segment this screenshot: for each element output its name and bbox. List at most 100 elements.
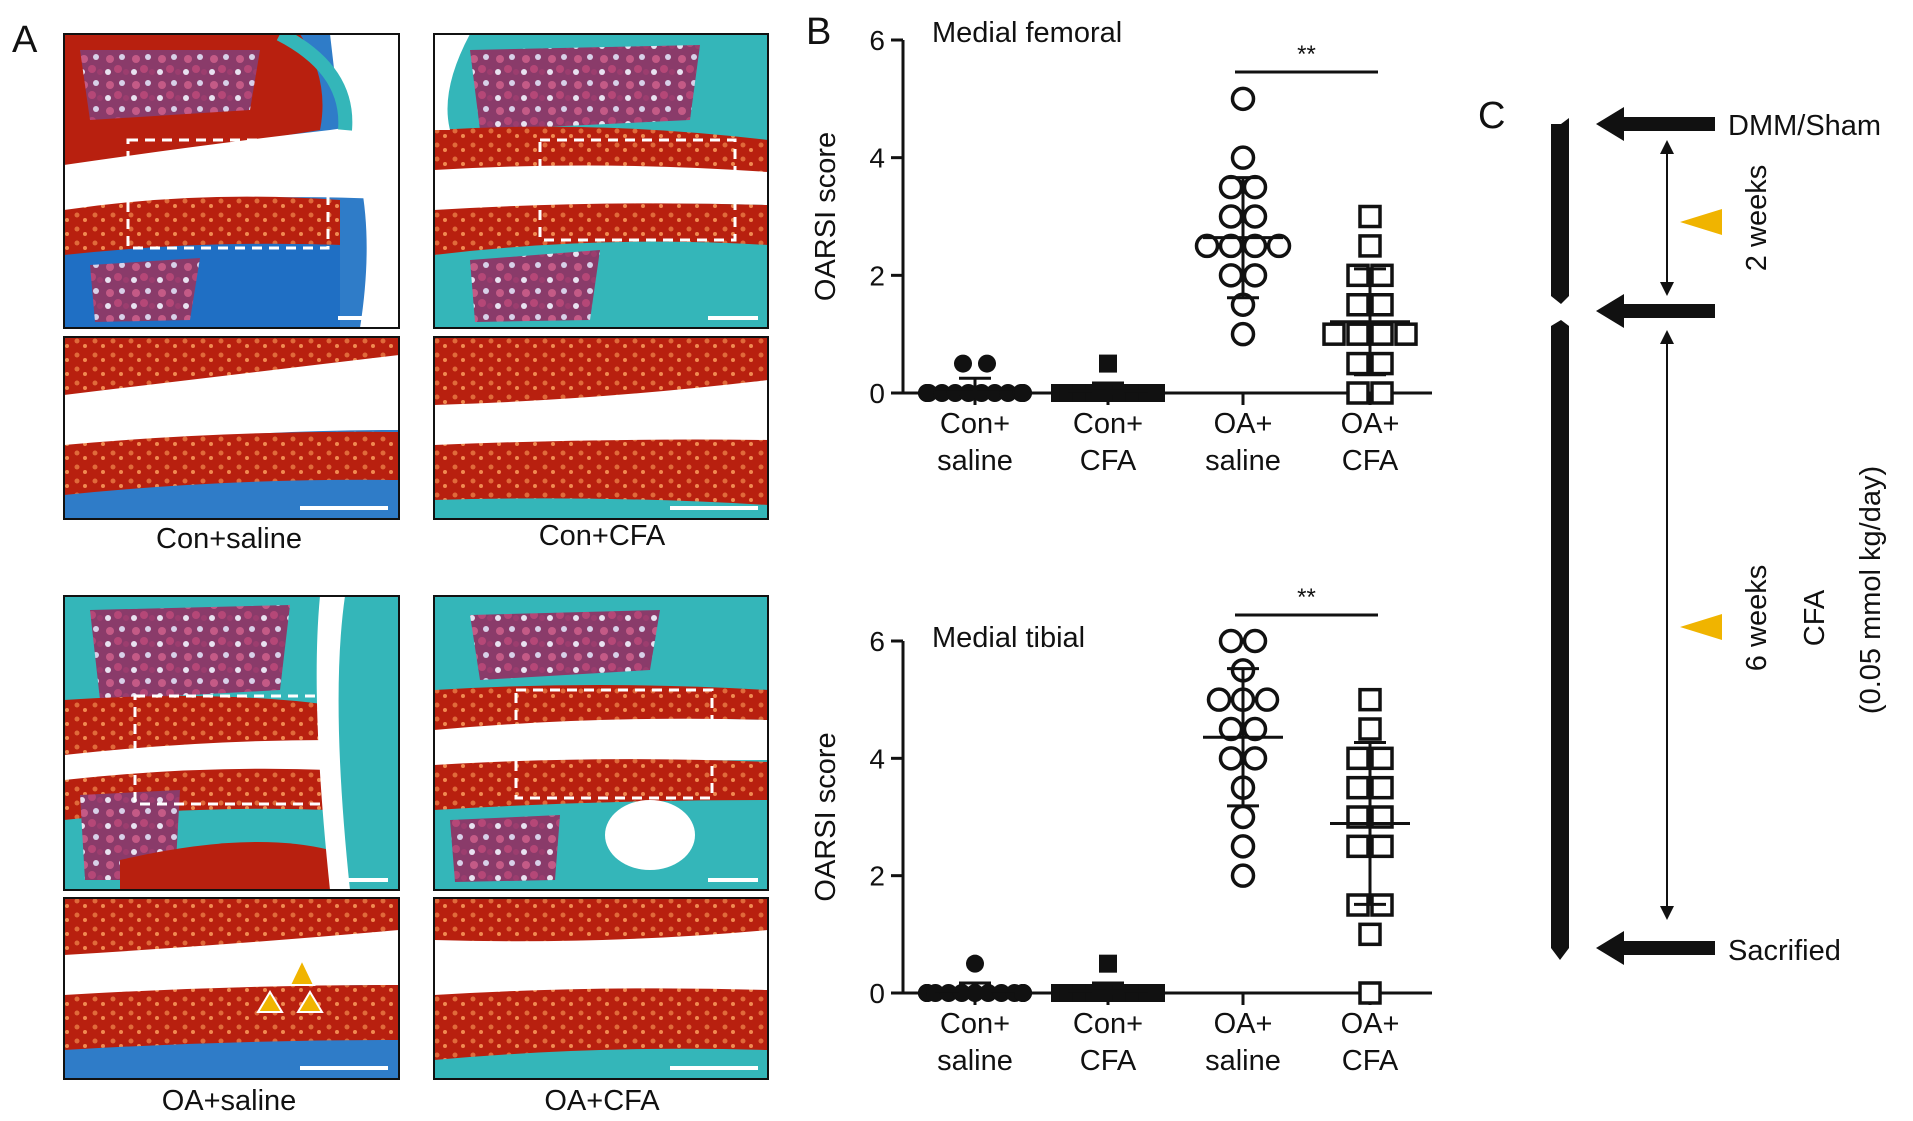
panel-letter-c: C [1478,95,1505,137]
y-tick-label: 4 [869,743,885,774]
data-point [1358,204,1382,229]
panel-letter-a: A [12,19,38,61]
data-point [1370,293,1394,317]
data-point [1346,834,1370,859]
data-point [1346,775,1370,800]
data-point [1147,984,1165,1002]
y-tick-label: 2 [869,861,885,892]
data-point [1322,322,1346,346]
y-axis-label: OARSI score [810,732,842,901]
y-axis-label: OARSI score [810,132,842,301]
data-point [1346,322,1370,346]
x-tick-label: saline [1205,445,1281,477]
histology-overview-con-cfa [434,34,768,328]
data-point [966,954,984,973]
data-point [1358,922,1382,947]
histology-label-oa-saline: OA+saline [162,1085,297,1117]
data-point [1230,804,1256,830]
data-point [1394,322,1418,346]
data-point [1370,322,1394,346]
histology-overview-oa-cfa [434,596,768,890]
treatment-arrowhead-1 [1680,209,1722,235]
data-point [1230,321,1256,347]
histology-label-con-cfa: Con+CFA [539,520,666,552]
interval-label-6-weeks: 6 weeks [1741,565,1773,671]
chart-title: Medial tibial [932,622,1085,654]
x-tick-label: OA+ [1214,408,1273,440]
histology-panel: Con+saline Con+CFA OA+saline OA+CFA [63,33,769,1117]
x-tick-label: Con+ [940,408,1010,440]
data-point [1370,775,1394,800]
data-point [1370,746,1394,771]
dmm-sham-arrow [1596,107,1715,141]
y-tick-label: 6 [869,626,885,657]
histology-zoom-oa-cfa [434,898,768,1079]
data-point [1358,687,1382,712]
data-point [1230,86,1256,112]
treatment-label-cfa: CFA [1799,589,1831,646]
data-point [1147,384,1165,402]
histology-zoom-oa-saline [64,898,399,1079]
data-point [1242,746,1268,771]
data-point [1346,381,1370,405]
chart-medial-tibial: 0 2 4 6 Con+ saline Con+ CFA OA+ saline OA+ CFA Medi… [810,584,1432,1077]
y-tick-label: 6 [869,25,885,56]
data-point [1218,628,1244,654]
timeline-panel: DMM/Sham Sacrified 2 weeks 6 weeks CFA (… [1551,107,1887,967]
data-point [1254,687,1280,712]
x-tick-label: Con+ [940,1008,1010,1040]
x-tick-label: OA+ [1214,1008,1273,1040]
data-point [1230,145,1256,170]
treatment-arrowhead-2 [1680,614,1722,640]
data-point [1206,687,1232,712]
data-point [1218,263,1244,288]
sacrified-arrow [1596,931,1715,965]
data-point [1346,351,1370,376]
data-point [1346,746,1370,771]
chart-title: Medial femoral [932,17,1122,49]
x-tick-label: CFA [1342,1045,1399,1077]
data-point [1230,834,1256,859]
y-tick-label: 2 [869,260,885,291]
x-tick-label: OA+ [1341,408,1400,440]
x-tick-label: saline [1205,1045,1281,1077]
data-point [978,354,996,373]
data-point [954,354,972,373]
x-tick-label: CFA [1342,445,1399,477]
significance-label: ** [1297,584,1316,611]
data-point [1230,863,1256,888]
histology-zoom-con-saline [64,337,399,519]
y-tick-label: 0 [869,378,885,409]
data-point [1370,834,1394,859]
x-tick-label: CFA [1080,445,1137,477]
data-point [1242,628,1268,654]
data-point [1218,746,1244,771]
significance-label: ** [1297,41,1316,68]
x-tick-label: saline [937,1045,1013,1077]
data-point [1346,293,1370,317]
treatment-dose-label: (0.05 mmol kg/day) [1855,466,1887,714]
histology-label-oa-cfa: OA+CFA [544,1085,660,1117]
data-point [1218,204,1244,229]
data-point [1358,234,1382,258]
data-point [919,384,938,402]
histology-overview-con-saline [64,34,399,328]
data-point [1099,354,1117,373]
event-label-sacrified: Sacrified [1728,935,1841,967]
histology-label-con-saline: Con+saline [156,523,302,555]
two-week-arrow [1596,294,1715,328]
data-point [992,984,1011,1002]
timeline-bar-1 [1551,118,1569,304]
x-tick-label: Con+ [1073,1008,1143,1040]
data-point [1266,233,1292,259]
data-point [1370,351,1394,376]
interval-arrow-2-weeks [1660,140,1674,296]
timeline-bar-2 [1551,320,1569,960]
data-point [1218,174,1244,200]
data-point [1194,233,1220,259]
histology-overview-oa-saline [64,596,399,890]
data-point [926,984,945,1002]
event-label-dmm-sham: DMM/Sham [1728,110,1881,142]
interval-label-2-weeks: 2 weeks [1741,165,1773,271]
